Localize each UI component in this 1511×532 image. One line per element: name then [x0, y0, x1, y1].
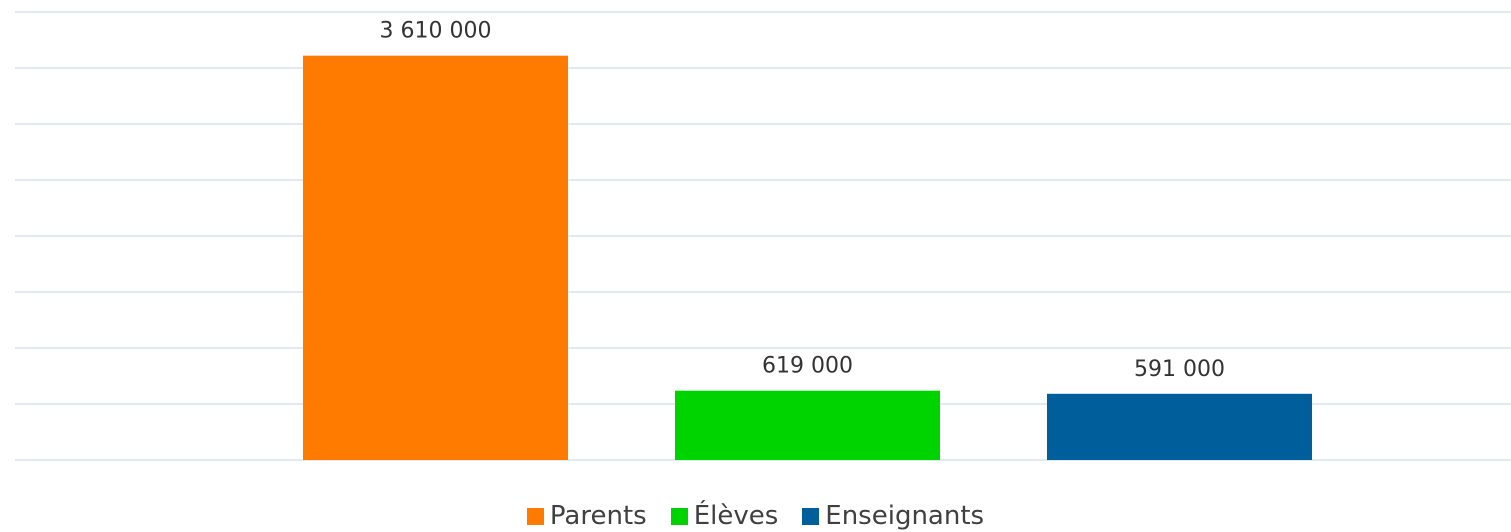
- legend-swatch: [526, 507, 544, 525]
- data-label: 591 000: [1134, 357, 1225, 382]
- legend: Parents Élèves Enseignants: [0, 500, 1511, 532]
- legend-label: Parents: [549, 501, 647, 531]
- bar-enseignants: [1047, 393, 1312, 460]
- legend-item: Élèves: [670, 500, 779, 532]
- legend-item: Parents: [526, 500, 647, 532]
- data-label: 3 610 000: [380, 19, 492, 44]
- bars: [303, 55, 1312, 461]
- bar-parents: [303, 55, 568, 461]
- legend-item: Enseignants: [802, 500, 984, 532]
- data-label: 619 000: [762, 354, 853, 379]
- gridlines: [15, 11, 1511, 461]
- data-labels: 3 610 000 619 000 591 000: [380, 19, 1225, 382]
- legend-swatch: [802, 507, 820, 525]
- legend-label: Enseignants: [825, 501, 985, 531]
- bar-eleves: [675, 390, 940, 460]
- legend-swatch: [670, 507, 688, 525]
- bar-chart: 3 610 000 619 000 591 000: [15, 11, 1511, 461]
- legend-label: Élèves: [693, 501, 779, 531]
